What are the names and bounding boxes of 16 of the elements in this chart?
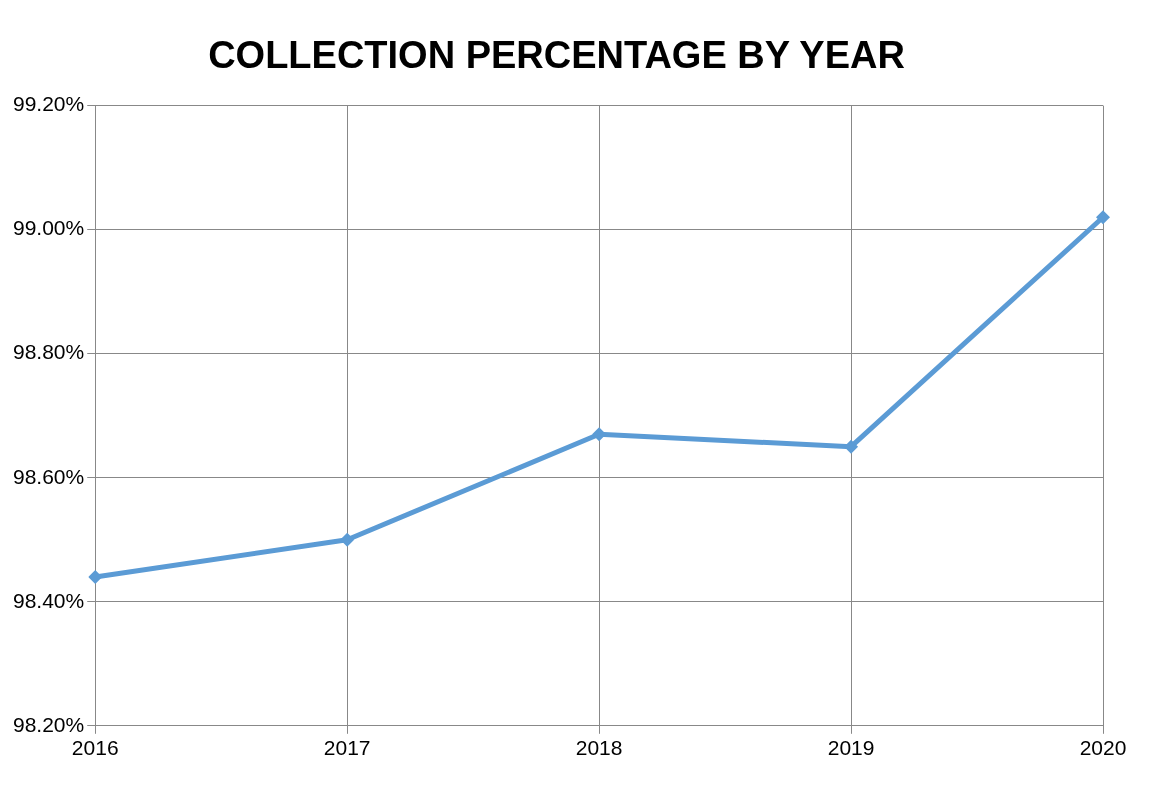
point xyxy=(340,532,355,547)
x-tick-label: 2016 xyxy=(71,736,119,760)
x-tick-label: 2017 xyxy=(323,736,371,760)
y-tick-label: 98.80% xyxy=(12,340,85,364)
point xyxy=(844,439,859,454)
point xyxy=(88,569,103,584)
y-tick-label: 99.00% xyxy=(12,216,85,240)
y-tick-label: 98.40% xyxy=(12,588,85,612)
y-tick-label: 99.20% xyxy=(12,92,85,116)
chart-title: COLLECTION PERCENTAGE BY YEAR xyxy=(208,34,905,77)
x-tick-label: 2020 xyxy=(1079,736,1127,760)
x-tick-label: 2019 xyxy=(827,736,875,760)
x-tick-label: 2018 xyxy=(575,736,623,760)
y-tick-label: 98.60% xyxy=(12,464,85,488)
y-tick-label: 98.20% xyxy=(12,712,85,736)
point xyxy=(1096,210,1110,225)
